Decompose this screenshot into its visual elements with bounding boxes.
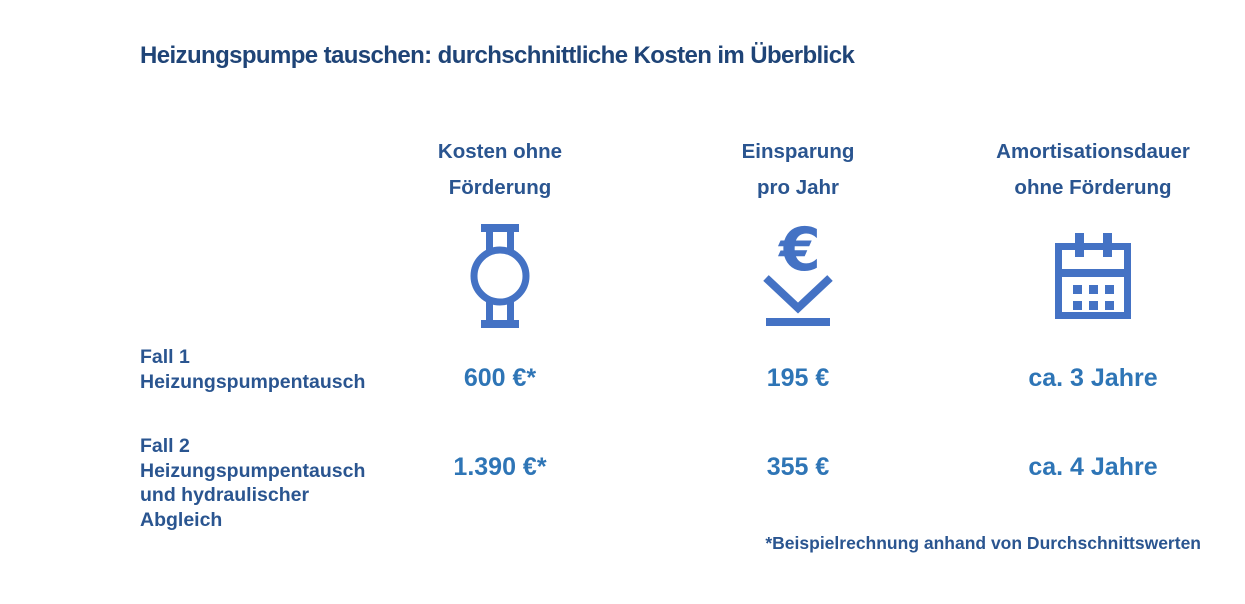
pump-icon bbox=[460, 224, 540, 328]
column-header-line: ohne Förderung bbox=[1014, 176, 1172, 199]
column-header-line: Kosten ohne bbox=[437, 140, 563, 163]
cell-fall2-cost: 1.390 €* bbox=[453, 453, 547, 481]
row-label-line: Heizungspumpentausch bbox=[140, 459, 366, 482]
column-header-payback: Amortisationsdauer ohne Förderung bbox=[951, 134, 1235, 206]
cell-fall2-payback: ca. 4 Jahre bbox=[1028, 453, 1158, 481]
column-header-savings: Einsparung pro Jahr bbox=[656, 134, 940, 206]
calendar-icon bbox=[1051, 229, 1135, 323]
row-label-line: Abgleich bbox=[140, 508, 223, 531]
svg-text:€: € bbox=[777, 224, 821, 285]
page-title: Heizungspumpe tauschen: durchschnittlich… bbox=[140, 42, 855, 69]
row-label-line: Fall 2 bbox=[140, 435, 190, 457]
column-header-cost: Kosten ohne Förderung bbox=[358, 134, 642, 206]
cell-fall1-saving: 195 € bbox=[766, 364, 830, 392]
cell-fall1-payback: ca. 3 Jahre bbox=[1028, 364, 1158, 392]
cell-fall1-cost: 600 €* bbox=[463, 364, 537, 392]
icon-cell-savings: € bbox=[656, 220, 940, 332]
row-label-line: Heizungspumpentausch bbox=[140, 370, 366, 393]
euro-savings-icon: € bbox=[758, 224, 838, 328]
icon-cell-payback bbox=[951, 220, 1235, 332]
icon-cell-cost bbox=[358, 220, 642, 332]
cell-fall2-saving: 355 € bbox=[766, 453, 830, 481]
row-label-fall-2: Fall 2 Heizungspumpentausch und hydrauli… bbox=[140, 434, 450, 532]
footnote: *Beispielrechnung anhand von Durchschnit… bbox=[765, 533, 1201, 553]
column-header-line: Einsparung bbox=[741, 140, 855, 163]
row-label-line: Fall 1 bbox=[140, 346, 190, 368]
row-label-fall-1: Fall 1 Heizungspumpentausch bbox=[140, 345, 450, 394]
column-header-line: Amortisationsdauer bbox=[996, 140, 1190, 163]
column-header-line: Förderung bbox=[448, 176, 552, 199]
row-label-line: und hydraulischer bbox=[140, 484, 310, 506]
column-header-line: pro Jahr bbox=[756, 176, 840, 199]
